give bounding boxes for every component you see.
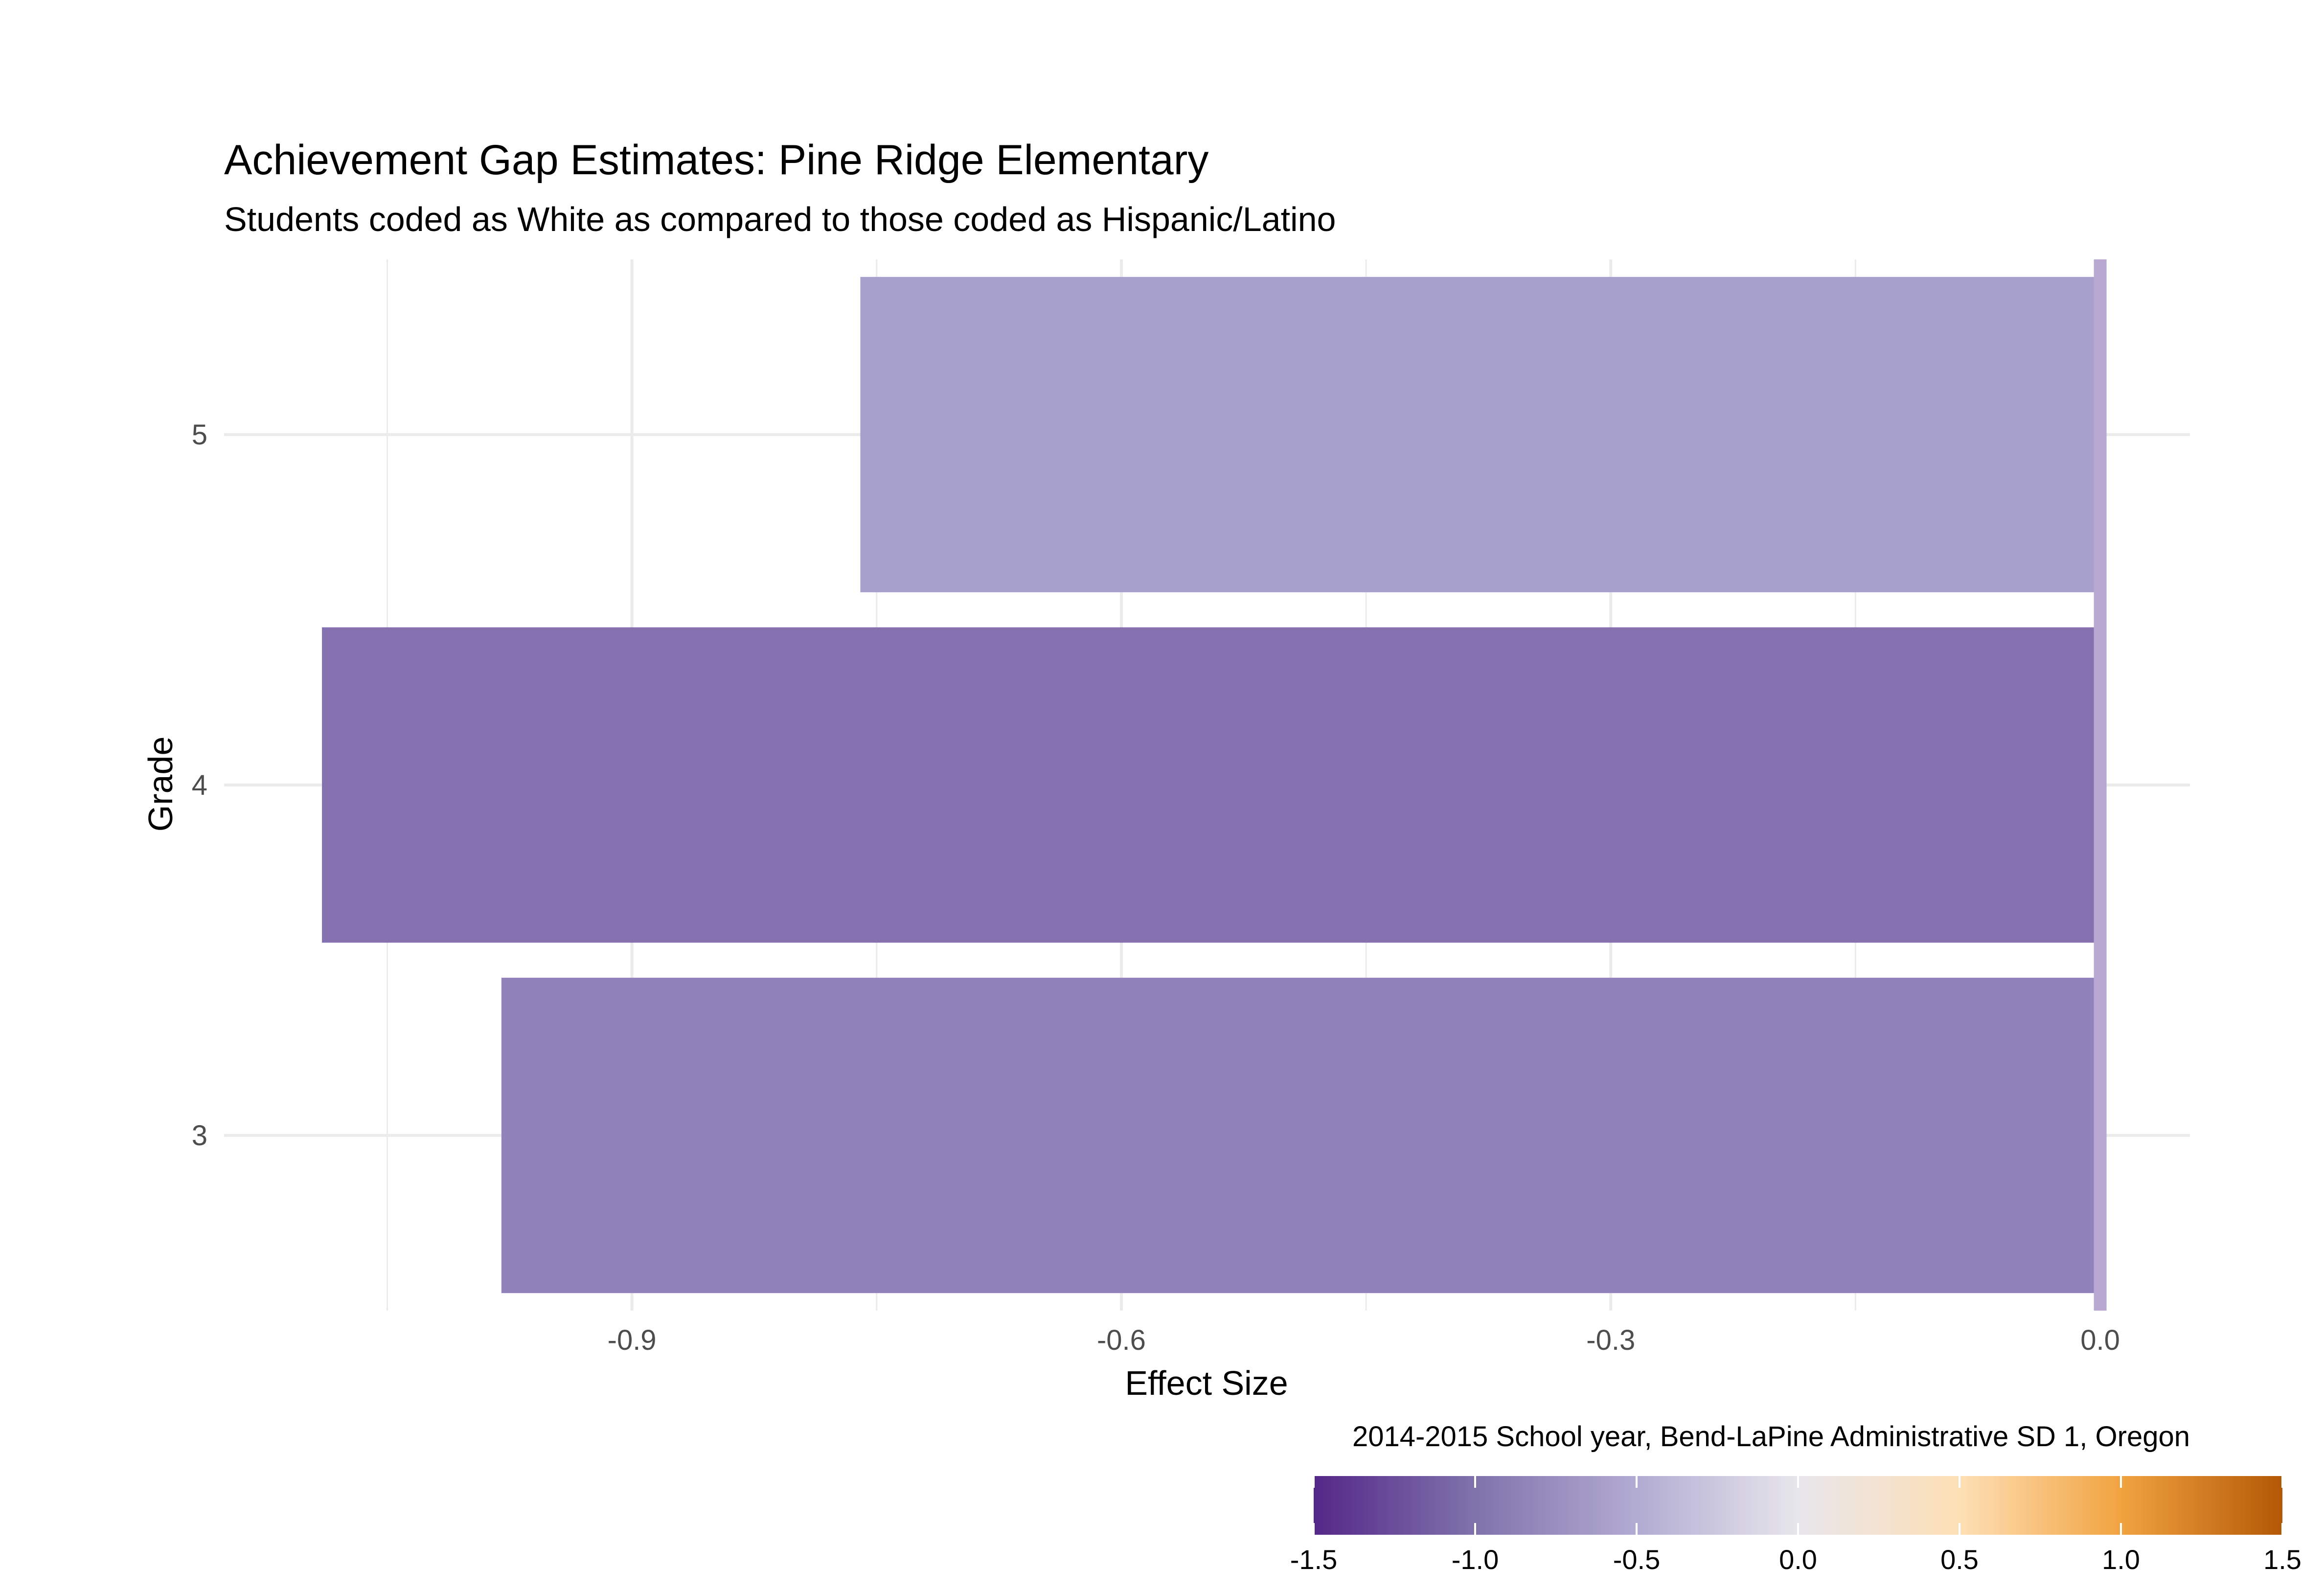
x-tick-label: -0.3	[1586, 1324, 1635, 1356]
legend-tick-label: 1.5	[2263, 1544, 2301, 1575]
y-axis-title: Grade	[141, 737, 180, 832]
legend-tick-label: -1.0	[1452, 1544, 1499, 1575]
legend-tick-layer: -1.5 -1.0 -0.5 0.0 0.5 1.0 1.5	[1290, 1476, 2301, 1575]
chart-subtitle: Students coded as White as compared to t…	[224, 200, 1336, 238]
y-tick-label: 4	[192, 769, 207, 801]
legend-tick-label: 1.0	[2102, 1544, 2140, 1575]
legend-tick-label: -1.5	[1290, 1544, 1338, 1575]
y-tick-label: 3	[192, 1120, 207, 1152]
legend-tick-label: 0.5	[1940, 1544, 1979, 1575]
legend-tick-label: -0.5	[1613, 1544, 1661, 1575]
color-legend: -1.5 -1.0 -0.5 0.0 0.5 1.0 1.5	[1290, 1476, 2301, 1575]
bar-layer	[322, 277, 2100, 1293]
bar-grade-3	[501, 977, 2100, 1293]
chart-caption: 2014-2015 School year, Bend-LaPine Admin…	[1352, 1421, 2190, 1453]
x-tick-label: -0.9	[608, 1324, 657, 1356]
x-tick-label: -0.6	[1097, 1324, 1146, 1356]
y-tick-label: 5	[192, 419, 207, 451]
bar-grade-5	[860, 277, 2100, 593]
x-tick-label-layer: -0.9 -0.6 -0.3 0.0	[608, 1324, 2120, 1356]
chart-title: Achievement Gap Estimates: Pine Ridge El…	[224, 137, 1208, 184]
bar-grade-4	[322, 627, 2100, 943]
x-axis-title: Effect Size	[1125, 1364, 1288, 1402]
x-tick-label: 0.0	[2080, 1324, 2120, 1356]
legend-tick-label: 0.0	[1779, 1544, 1817, 1575]
y-tick-label-layer: 3 4 5	[192, 419, 207, 1152]
